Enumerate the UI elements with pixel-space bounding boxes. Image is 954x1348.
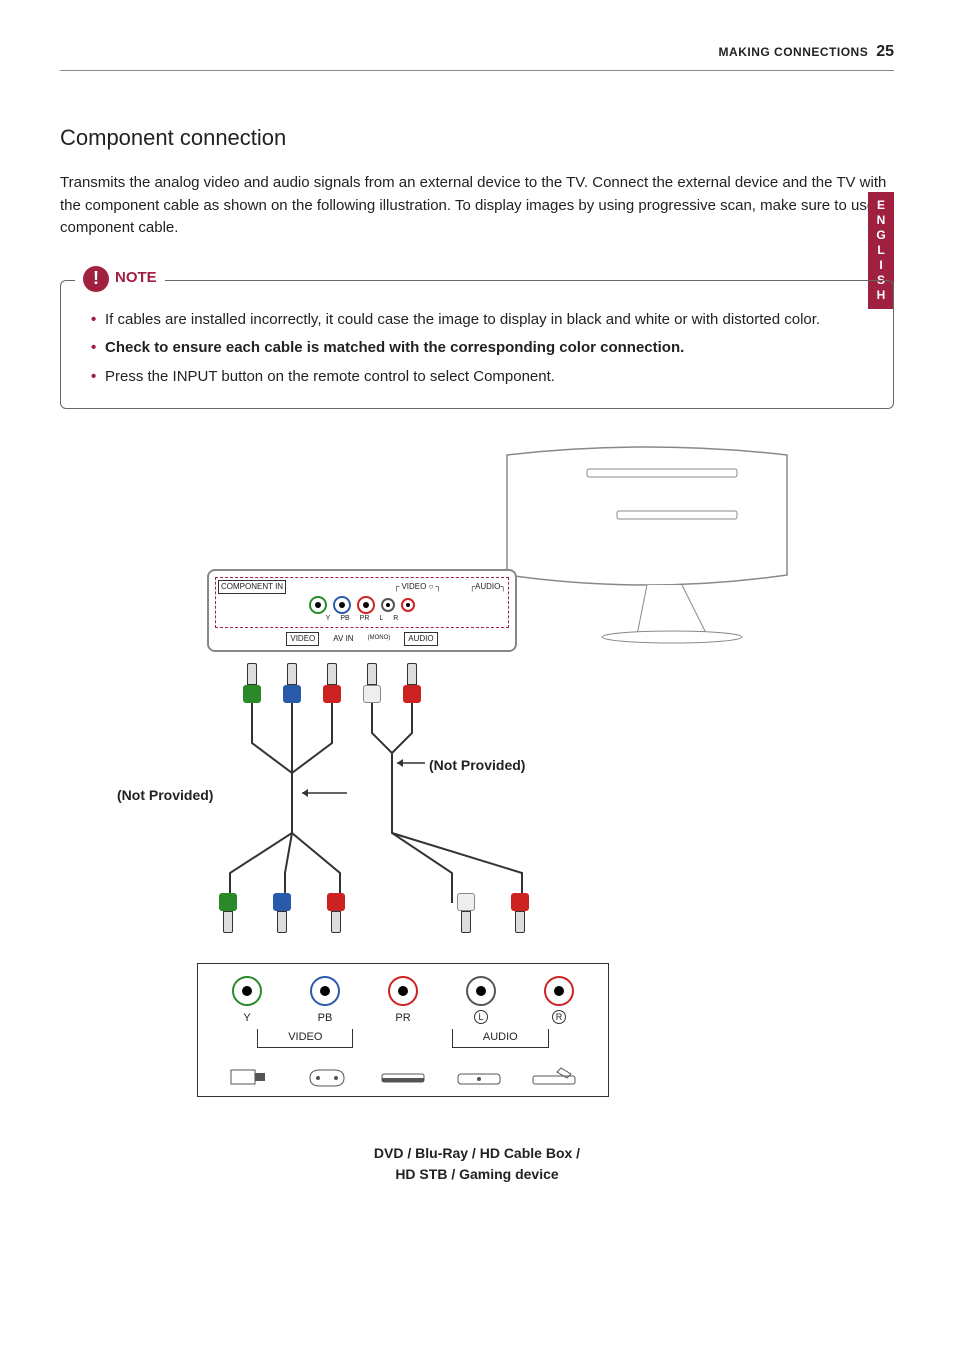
jack-r [401,598,415,612]
device-jack-pb: PB [310,976,340,1027]
jack-pb [333,596,351,614]
device-jack-l: L [466,976,496,1027]
note-item: If cables are installed incorrectly, it … [91,309,875,332]
jack-pr [357,596,375,614]
video-under-label: VIDEO [286,632,319,646]
note-legend: ! NOTE [75,266,165,292]
note-item: Press the INPUT button on the remote con… [91,366,875,389]
connection-diagram: COMPONENT IN ┌ VIDEO ○ ┐ ┌AUDIO┐ [197,449,757,1185]
device-connector-panel: Y PB PR L R VIDEO AUDIO [197,963,609,1097]
plug-red [403,663,421,703]
plug-red [511,893,529,933]
plug-white [363,663,381,703]
cable-illustration: (Not Provided) (Not Provided) Y PB PR L … [197,663,757,1123]
plug-blue [273,893,291,933]
page-header: MAKING CONNECTIONS 25 [60,40,894,71]
note-box: ! NOTE If cables are installed incorrect… [60,280,894,410]
diagram-caption: DVD / Blu-Ray / HD Cable Box / HD STB / … [197,1143,757,1185]
bluray-icon [531,1064,577,1090]
device-icons-row [208,1064,598,1090]
header-section-label: MAKING CONNECTIONS [719,43,869,61]
body-paragraph: Transmits the analog video and audio sig… [60,172,894,240]
not-provided-label: (Not Provided) [117,785,213,806]
camcorder-icon [229,1064,275,1090]
device-audio-group-label: AUDIO [452,1029,549,1049]
info-icon: ! [83,266,109,292]
plug-blue [283,663,301,703]
note-list: If cables are installed incorrectly, it … [79,309,875,389]
gamepad-icon [304,1064,350,1090]
plug-green [219,893,237,933]
tv-illustration [497,445,797,645]
note-title: NOTE [115,267,157,290]
tv-connector-panel: COMPONENT IN ┌ VIDEO ○ ┐ ┌AUDIO┐ [207,569,517,652]
plug-green [243,663,261,703]
device-jack-y: Y [232,976,262,1027]
jack-l [381,598,395,612]
device-jack-r: R [544,976,574,1027]
component-in-label: COMPONENT IN [218,580,286,594]
audio-under-label: AUDIO [404,632,437,646]
note-item: Check to ensure each cable is matched wi… [91,337,875,360]
not-provided-label: (Not Provided) [429,755,525,776]
jack-y [309,596,327,614]
plug-red [323,663,341,703]
settop-icon [380,1064,426,1090]
plug-red [327,893,345,933]
header-page-number: 25 [876,40,894,64]
plug-white [457,893,475,933]
device-jack-pr: PR [388,976,418,1027]
device-video-group-label: VIDEO [257,1029,353,1049]
section-title: Component connection [60,121,894,154]
dvd-icon [456,1064,502,1090]
